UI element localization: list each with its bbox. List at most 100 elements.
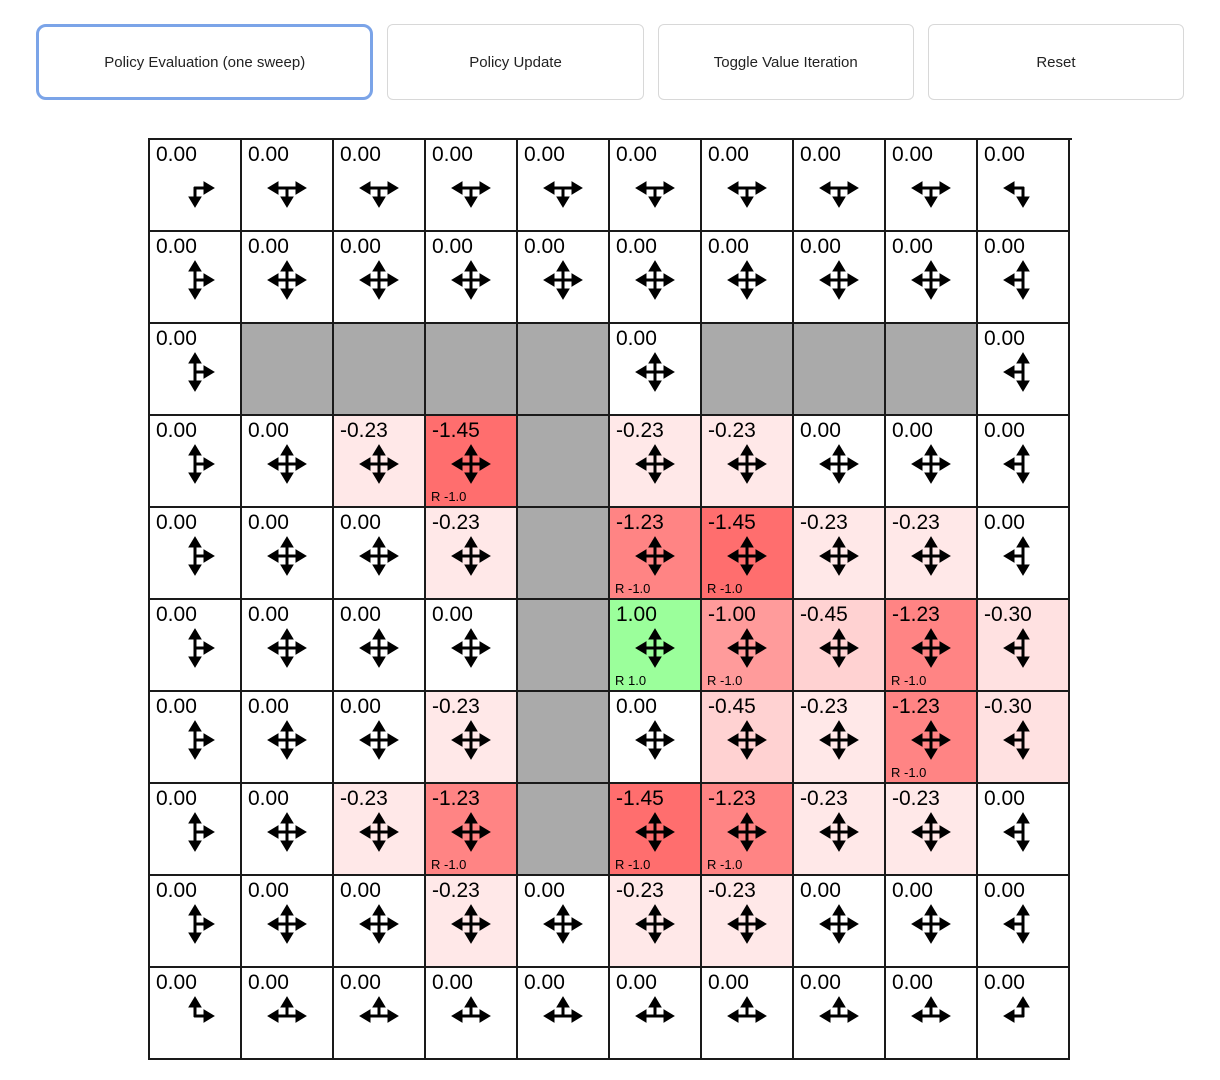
policy-update-button[interactable]: Policy Update [387,24,644,100]
grid-cell[interactable]: 0.00 [794,968,886,1060]
grid-cell[interactable]: 0.00 [794,876,886,968]
grid-cell[interactable]: -1.23 R -1.0 [886,692,978,784]
grid-cell[interactable]: 0.00 [702,232,794,324]
grid-cell[interactable]: 0.00 [242,876,334,968]
grid-cell[interactable]: 0.00 [426,140,518,232]
grid-cell[interactable]: 0.00 [610,324,702,416]
grid-cell[interactable]: 0.00 [150,324,242,416]
grid-cell[interactable]: -0.30 [978,692,1070,784]
grid-cell[interactable]: 0.00 [426,968,518,1060]
grid-cell[interactable]: 0.00 [978,876,1070,968]
policy-arrows-icon [909,258,953,302]
policy-arrows-icon [265,626,309,670]
grid-cell[interactable]: -1.23 R -1.0 [702,784,794,876]
grid-cell[interactable]: 0.00 [518,968,610,1060]
grid-cell[interactable]: 0.00 [702,140,794,232]
grid-cell[interactable]: -0.23 [426,692,518,784]
grid-cell[interactable]: 0.00 [610,232,702,324]
grid-cell[interactable]: 0.00 [886,416,978,508]
policy-evaluation-button[interactable]: Policy Evaluation (one sweep) [36,24,374,100]
grid-cell[interactable]: 0.00 [426,600,518,692]
grid-cell[interactable]: 0.00 [978,140,1070,232]
grid-cell[interactable]: -0.23 [886,784,978,876]
wall-cell [702,324,794,416]
grid-cell[interactable]: -1.00 R -1.0 [702,600,794,692]
grid-cell[interactable]: 0.00 [978,416,1070,508]
grid-cell[interactable]: -1.23 R -1.0 [886,600,978,692]
grid-cell[interactable]: 0.00 [518,232,610,324]
grid-cell[interactable]: 0.00 [242,784,334,876]
grid-cell[interactable]: -1.45 R -1.0 [702,508,794,600]
grid-cell[interactable]: 0.00 [610,140,702,232]
grid-cell[interactable]: 0.00 [334,876,426,968]
grid-cell[interactable]: 0.00 [610,692,702,784]
grid-cell[interactable]: 0.00 [242,692,334,784]
grid-cell[interactable]: 0.00 [886,968,978,1060]
grid-cell[interactable]: 0.00 [518,876,610,968]
grid-cell[interactable]: 0.00 [334,968,426,1060]
grid-cell[interactable]: 0.00 [518,140,610,232]
grid-cell[interactable]: -0.23 [334,416,426,508]
grid-cell[interactable]: 0.00 [150,968,242,1060]
grid-cell[interactable]: 0.00 [334,232,426,324]
grid-cell[interactable]: 0.00 [978,968,1070,1060]
toggle-value-iteration-button[interactable]: Toggle Value Iteration [657,24,914,100]
grid-cell[interactable]: 0.00 [334,140,426,232]
grid-cell[interactable]: 0.00 [886,876,978,968]
grid-cell[interactable]: -0.23 [426,508,518,600]
grid-cell[interactable]: 0.00 [610,968,702,1060]
grid-cell[interactable]: -0.23 [334,784,426,876]
grid-cell[interactable]: -0.23 [794,508,886,600]
grid-cell[interactable]: -0.30 [978,600,1070,692]
grid-cell[interactable]: 0.00 [150,140,242,232]
grid-cell[interactable]: -0.23 [886,508,978,600]
policy-arrows-icon [1001,442,1045,486]
reset-button[interactable]: Reset [927,24,1185,100]
grid-cell[interactable]: -0.23 [794,784,886,876]
grid-cell[interactable]: -1.45 R -1.0 [610,784,702,876]
grid-cell[interactable]: 0.00 [886,140,978,232]
grid-cell[interactable]: -1.23 R -1.0 [610,508,702,600]
grid-cell[interactable]: 0.00 [426,232,518,324]
grid-cell[interactable]: 0.00 [242,600,334,692]
grid-cell[interactable]: 0.00 [978,508,1070,600]
grid-cell[interactable]: 0.00 [334,508,426,600]
grid-cell[interactable]: 0.00 [334,600,426,692]
grid-cell[interactable]: -0.23 [610,416,702,508]
grid-cell[interactable]: -0.23 [426,876,518,968]
grid-cell[interactable]: 0.00 [978,232,1070,324]
policy-arrows-icon [909,718,953,762]
grid-cell[interactable]: 0.00 [242,140,334,232]
grid-cell[interactable]: 0.00 [150,600,242,692]
grid-cell[interactable]: 0.00 [242,968,334,1060]
grid-cell[interactable]: -0.23 [702,416,794,508]
grid-cell[interactable]: -1.23 R -1.0 [426,784,518,876]
grid-cell[interactable]: 0.00 [242,508,334,600]
cell-value: 0.00 [156,695,197,718]
grid-cell[interactable]: 0.00 [242,232,334,324]
grid-cell[interactable]: 0.00 [794,232,886,324]
grid-cell[interactable]: 0.00 [150,876,242,968]
grid-cell[interactable]: 0.00 [794,416,886,508]
grid-cell[interactable]: 0.00 [886,232,978,324]
grid-cell[interactable]: 0.00 [150,508,242,600]
grid-cell[interactable]: 0.00 [334,692,426,784]
cell-value: -0.23 [432,511,480,534]
grid-cell[interactable]: 0.00 [242,416,334,508]
grid-cell[interactable]: -1.45 R -1.0 [426,416,518,508]
grid-cell[interactable]: 0.00 [150,232,242,324]
grid-cell[interactable]: 0.00 [702,968,794,1060]
grid-cell[interactable]: -0.23 [794,692,886,784]
grid-cell[interactable]: 1.00 R 1.0 [610,600,702,692]
grid-cell[interactable]: -0.45 [702,692,794,784]
grid-cell[interactable]: 0.00 [150,784,242,876]
grid-cell[interactable]: 0.00 [150,416,242,508]
grid-cell[interactable]: 0.00 [150,692,242,784]
grid-cell[interactable]: 0.00 [794,140,886,232]
grid-cell[interactable]: -0.45 [794,600,886,692]
grid-cell[interactable]: -0.23 [702,876,794,968]
grid-cell[interactable]: 0.00 [978,324,1070,416]
grid-cell[interactable]: 0.00 [978,784,1070,876]
grid-cell[interactable]: -0.23 [610,876,702,968]
policy-arrows-icon [817,626,861,670]
